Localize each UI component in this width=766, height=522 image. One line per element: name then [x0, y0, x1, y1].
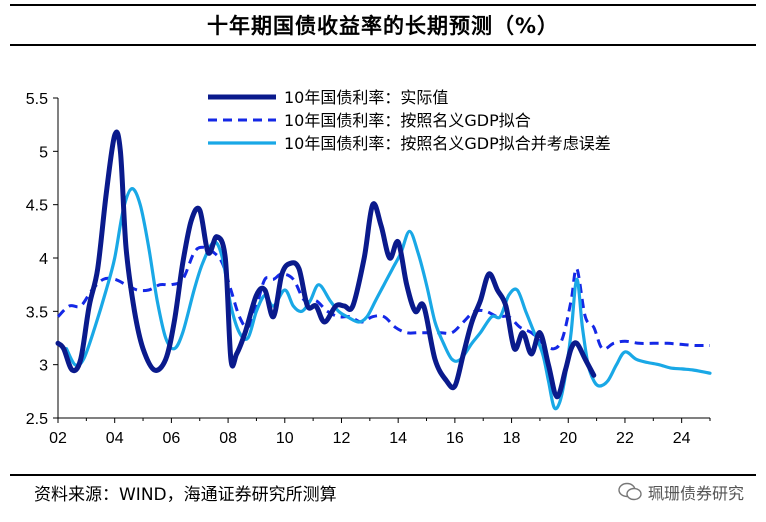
title-rule: [10, 44, 756, 46]
x-tick-label: 22: [616, 430, 634, 447]
legend-label-0: 10年国债利率：实际值: [284, 88, 448, 107]
y-tick-label: 4: [39, 251, 48, 268]
watermark: 珮珊债券研究: [618, 480, 744, 504]
watermark-text: 珮珊债券研究: [647, 484, 744, 503]
wechat-icon: [618, 482, 642, 501]
y-tick-label: 3.5: [26, 304, 48, 321]
footer-rule: [10, 474, 756, 476]
legend-label-1: 10年国债利率：按照名义GDP拟合: [284, 111, 531, 130]
y-tick-label: 2.5: [26, 411, 48, 428]
y-tick-label: 5: [39, 144, 48, 161]
y-tick-label: 4.5: [26, 198, 48, 215]
x-tick-label: 20: [559, 430, 577, 447]
chart-title: 十年期国债收益率的长期预测（%）: [206, 14, 560, 38]
x-tick-label: 02: [49, 430, 67, 447]
series-line-0: [55, 129, 597, 400]
x-tick-label: 24: [673, 430, 691, 447]
x-tick-label: 06: [162, 430, 180, 447]
source-note: 资料来源：WIND，海通证券研究所测算: [34, 485, 337, 505]
x-tick-label: 04: [106, 430, 124, 447]
series-line-2: [64, 187, 712, 411]
top-rule: [10, 4, 756, 6]
x-tick-label: 12: [333, 430, 351, 447]
x-tick-label: 18: [503, 430, 521, 447]
y-tick-label: 3: [39, 358, 48, 375]
legend: 10年国债利率：实际值 10年国债利率：按照名义GDP拟合 10年国债利率：按照名义…: [208, 88, 611, 153]
x-tick-label: 16: [446, 430, 464, 447]
x-tick-label: 10: [276, 430, 294, 447]
series-line-1: [56, 245, 711, 351]
y-tick-label: 5.5: [26, 91, 48, 108]
x-tick-label: 14: [389, 430, 407, 447]
legend-label-2: 10年国债利率：按照名义GDP拟合并考虑误差: [284, 134, 611, 153]
x-tick-label: 08: [219, 430, 237, 447]
